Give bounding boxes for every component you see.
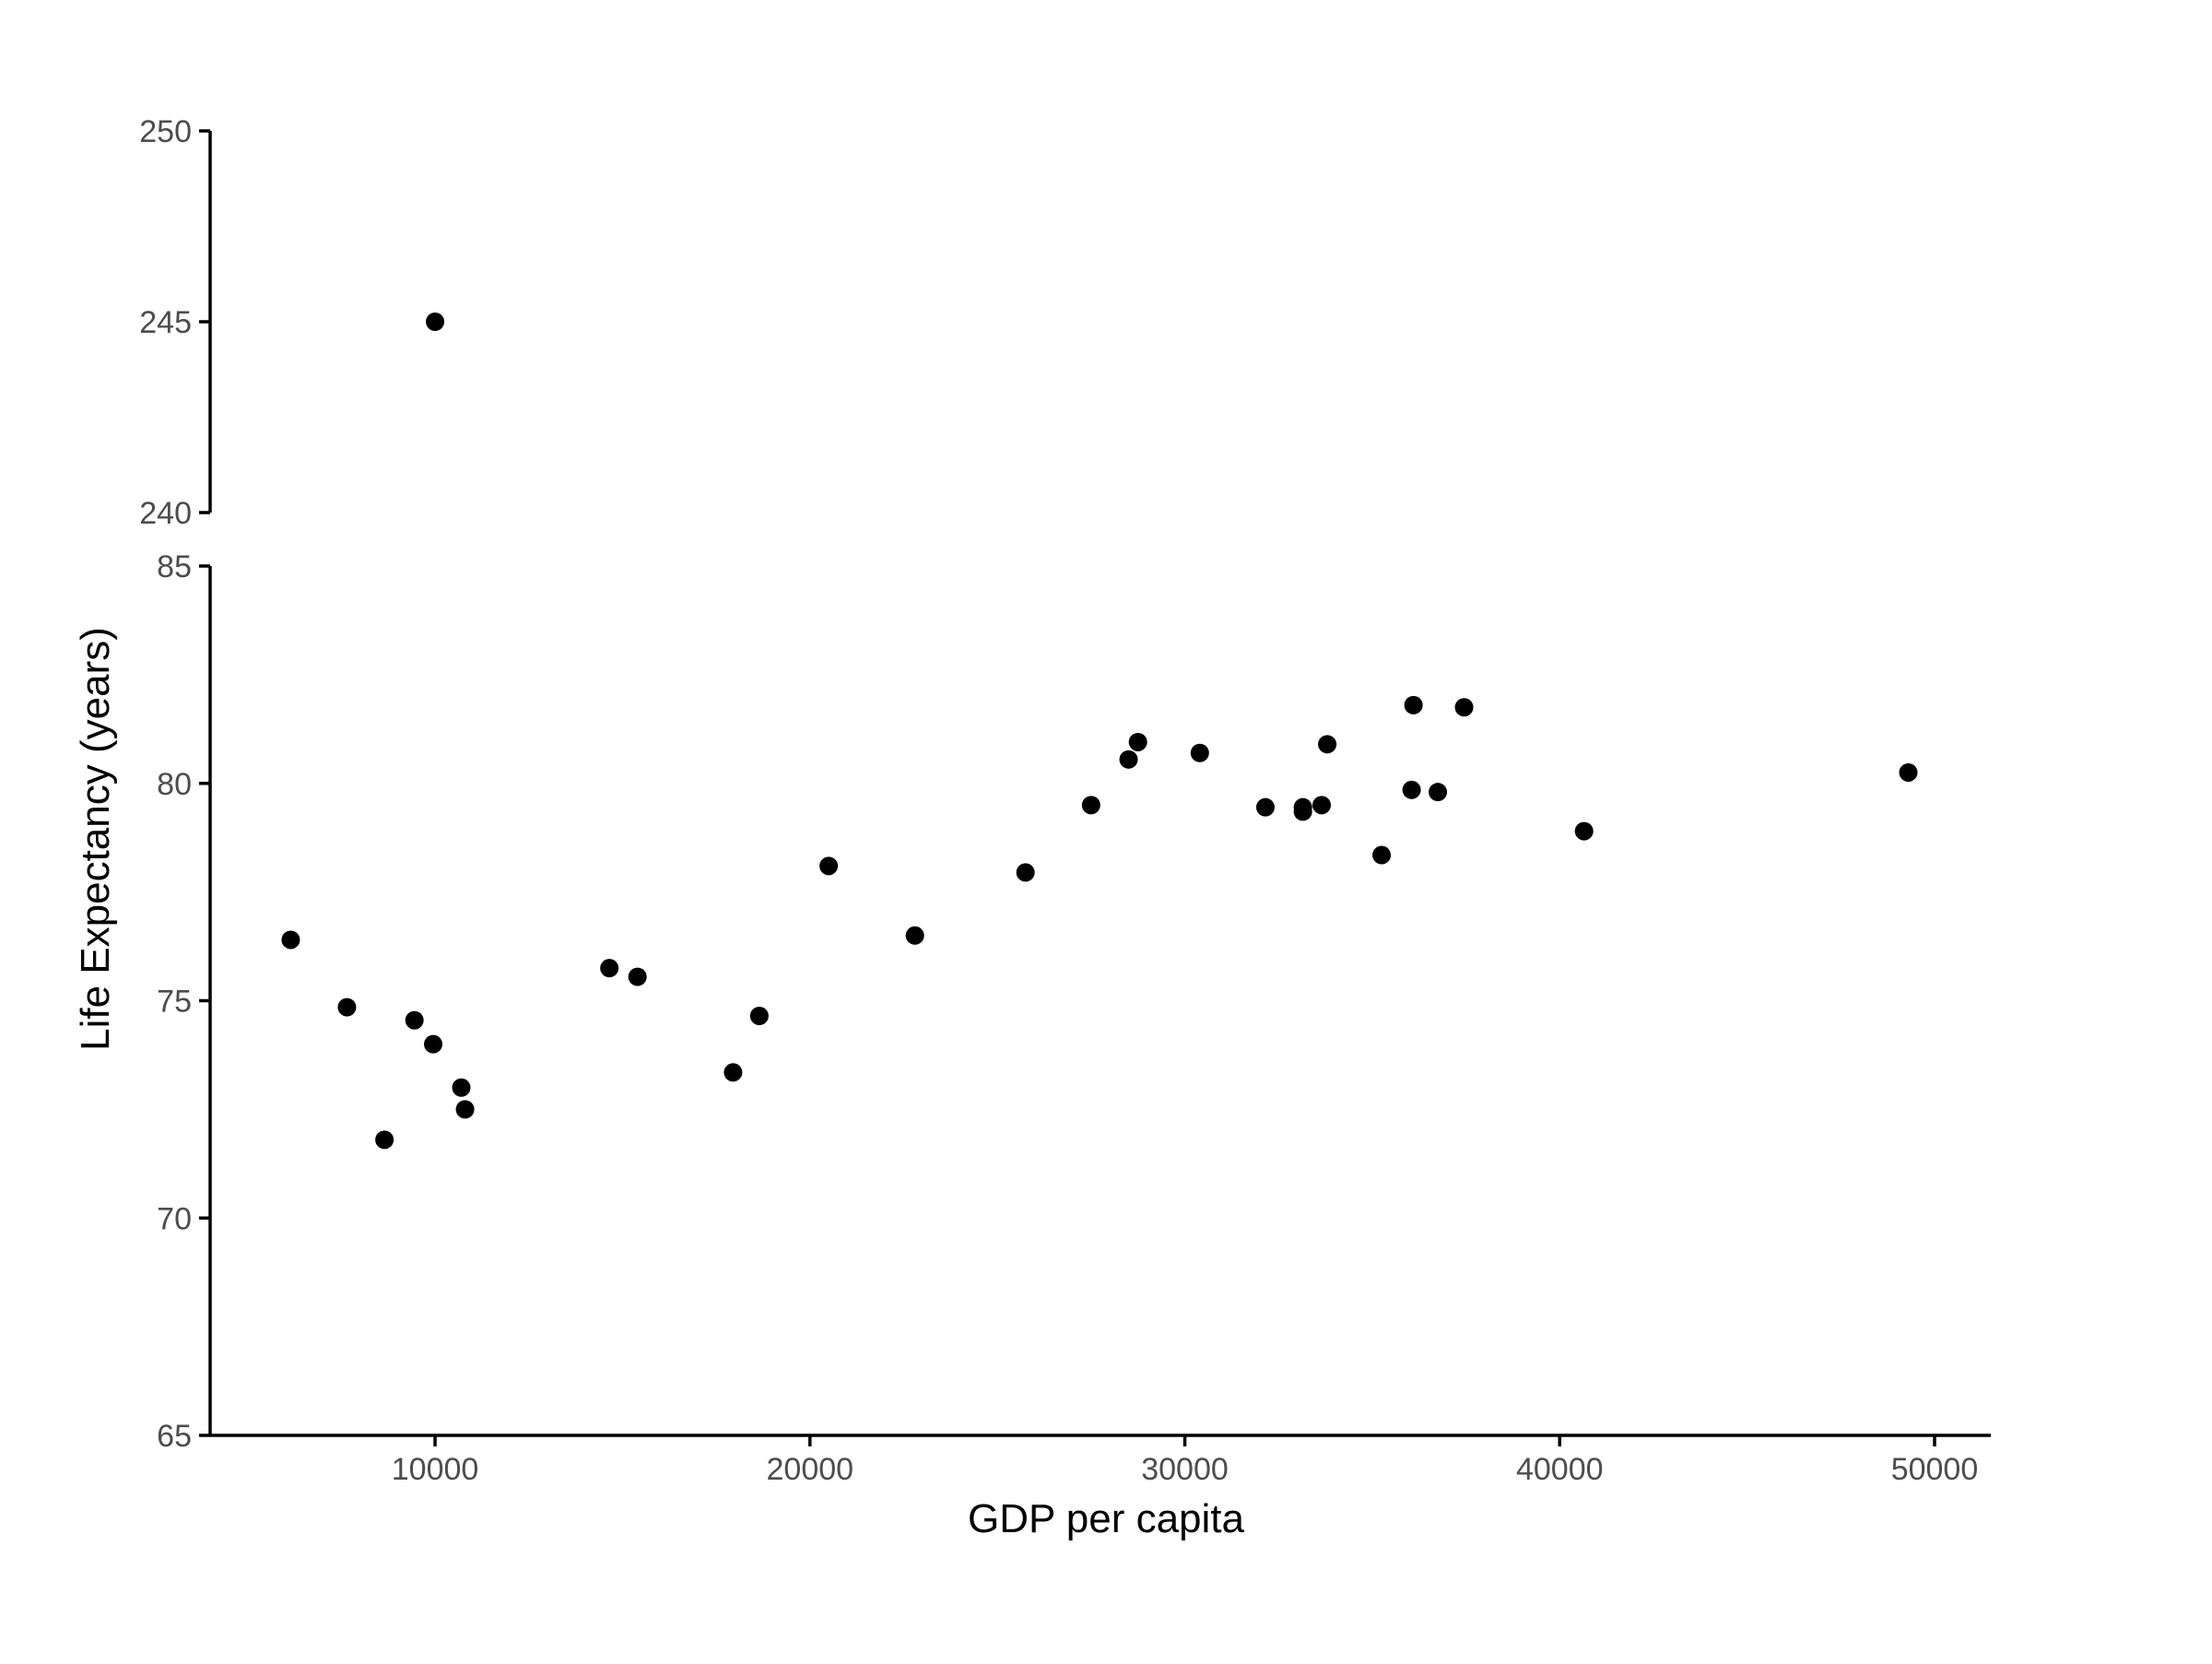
data-point xyxy=(424,1034,443,1054)
data-point xyxy=(1081,796,1100,815)
data-point xyxy=(1318,735,1337,754)
data-point xyxy=(1312,796,1331,815)
x-axis-title: GDP per capita xyxy=(968,1496,1245,1541)
y-tick-label-upper: 240 xyxy=(139,496,192,531)
x-tick-label: 20000 xyxy=(767,1452,854,1487)
data-point xyxy=(1454,698,1474,717)
y-axis-title: Life Expectancy (years) xyxy=(73,627,118,1051)
x-tick-label: 30000 xyxy=(1141,1452,1229,1487)
data-point xyxy=(405,1010,424,1030)
y-tick-label-lower: 70 xyxy=(157,1201,192,1236)
data-point xyxy=(337,997,357,1017)
data-point xyxy=(1404,695,1423,714)
x-tick-label: 40000 xyxy=(1516,1452,1604,1487)
data-point xyxy=(426,313,445,331)
data-point xyxy=(1128,732,1147,751)
data-point xyxy=(600,959,619,978)
data-point xyxy=(1574,821,1594,841)
data-point xyxy=(1402,780,1421,799)
data-point xyxy=(724,1063,743,1082)
data-point xyxy=(905,926,924,945)
data-point xyxy=(455,1100,475,1119)
data-point xyxy=(452,1078,471,1097)
x-tick-label: 50000 xyxy=(1891,1452,1979,1487)
data-point xyxy=(281,930,300,950)
data-point xyxy=(1016,863,1035,882)
y-tick-label-lower: 65 xyxy=(157,1419,192,1454)
data-point xyxy=(1372,845,1392,865)
data-point xyxy=(1190,743,1209,762)
y-tick-label-upper: 250 xyxy=(139,114,192,149)
y-tick-label-upper: 245 xyxy=(139,305,192,340)
y-tick-label-lower: 80 xyxy=(157,767,192,802)
data-point xyxy=(1119,749,1138,769)
data-point xyxy=(1429,783,1448,802)
data-point xyxy=(1293,797,1312,817)
axes xyxy=(208,131,1991,1437)
data-point xyxy=(628,967,647,986)
data-point xyxy=(375,1130,394,1150)
data-point xyxy=(1899,762,1918,782)
ticks: 240 245 250 65 70 75 80 85 10000 20000 30000 40000 5… xyxy=(139,114,1978,1487)
y-tick-label-lower: 75 xyxy=(157,985,192,1020)
data-point xyxy=(819,856,839,876)
x-tick-label: 10000 xyxy=(392,1452,479,1487)
data-point xyxy=(1255,797,1275,817)
y-tick-label-lower: 85 xyxy=(157,549,192,584)
data-points xyxy=(281,313,1918,1150)
data-point xyxy=(749,1007,769,1026)
